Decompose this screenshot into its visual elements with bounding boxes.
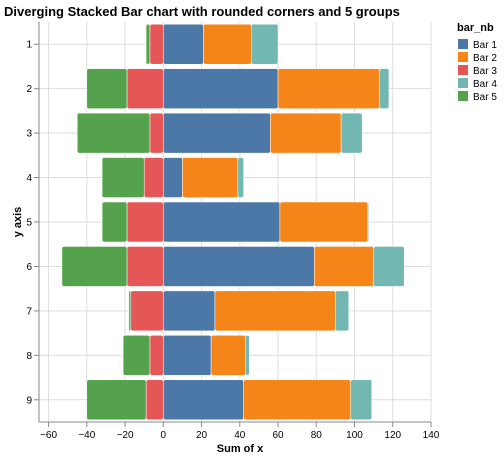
y-tick-label: 3 [26,129,32,140]
bar-segment [373,246,405,287]
bars [61,23,405,421]
bar-segment [210,335,246,376]
bar-segment [163,379,244,421]
bar-segment [163,246,315,287]
legend-swatch [458,91,468,101]
x-tick-label: 40 [234,430,246,441]
legend-swatch [458,39,468,49]
legend[interactable]: bar_nb Bar 1 Bar 2 Bar 3 Bar 4 Bar 5 [457,22,497,103]
x-axis: −60 −40 −20 0 20 40 60 80 100 120 140 [39,421,440,441]
bar-segment [335,290,350,332]
bar-segment [128,290,132,332]
x-tick-label: −20 [117,430,134,441]
bar-segment [237,157,244,198]
legend-swatch [458,65,468,75]
bar-segment [145,379,164,421]
bar-segment [126,68,164,109]
bar-segment [243,379,351,421]
bar-segment [149,23,164,65]
bar-segment [76,112,151,154]
y-axis: 1 2 3 4 5 6 7 8 9 [26,22,40,422]
bar-segment [277,68,380,109]
bar-segment [182,157,239,198]
chart-title: Diverging Stacked Bar chart with rounded… [4,4,400,19]
legend-label: Bar 2 [473,53,497,64]
x-axis-title: Sum of x [217,443,264,455]
y-tick-label: 9 [26,395,32,406]
bar-segment [350,379,372,421]
bar-segment [143,157,164,198]
legend-title: bar_nb [457,22,494,34]
legend-label: Bar 1 [473,40,497,51]
bar-segment [367,201,370,243]
legend-swatch [458,78,468,88]
y-axis-title: y axis [12,207,24,238]
x-tick-label: 0 [161,430,167,441]
x-tick-label: 120 [384,430,401,441]
bar-segment [101,201,128,243]
bar-segment [149,112,164,154]
bar-segment [270,112,342,154]
bar-segment [163,112,271,154]
y-tick-label: 7 [26,306,32,317]
bar-segment [314,246,374,287]
bar-segment [163,157,183,198]
x-tick-label: −60 [40,430,57,441]
bar-segment [163,335,212,376]
x-tick-label: 80 [311,430,323,441]
bar-segment [203,23,252,65]
bar-segment [149,335,164,376]
bar-segment [163,290,216,332]
bar-segment [340,112,363,154]
bar-segment [101,157,145,198]
bar-segment [126,201,164,243]
y-tick-label: 6 [26,262,32,273]
bar-segment [245,335,250,376]
y-tick-label: 2 [26,84,32,95]
x-tick-label: 60 [272,430,284,441]
bar-segment [130,290,164,332]
bar-segment [163,68,279,109]
bar-segment [86,379,147,421]
bar-segment [379,68,390,109]
bar-segment [126,246,164,287]
bar-segment [122,335,151,376]
bar-segment [145,23,151,65]
bar-segment [86,68,128,109]
y-tick-label: 8 [26,351,32,362]
bar-segment [279,201,369,243]
bar-segment [163,201,281,243]
x-tick-label: 20 [196,430,208,441]
x-tick-label: −40 [78,430,95,441]
x-tick-label: 140 [423,430,440,441]
y-tick-label: 5 [26,218,32,229]
y-tick-label: 1 [26,40,32,51]
x-tick-label: 100 [346,430,363,441]
y-tick-label: 4 [26,173,32,184]
legend-label: Bar 3 [473,66,497,77]
legend-label: Bar 5 [473,92,497,103]
bar-segment [214,290,336,332]
bar-segment [163,23,204,65]
bar-segment [61,246,128,287]
legend-swatch [458,52,468,62]
legend-label: Bar 4 [473,79,497,90]
bar-segment [251,23,279,65]
